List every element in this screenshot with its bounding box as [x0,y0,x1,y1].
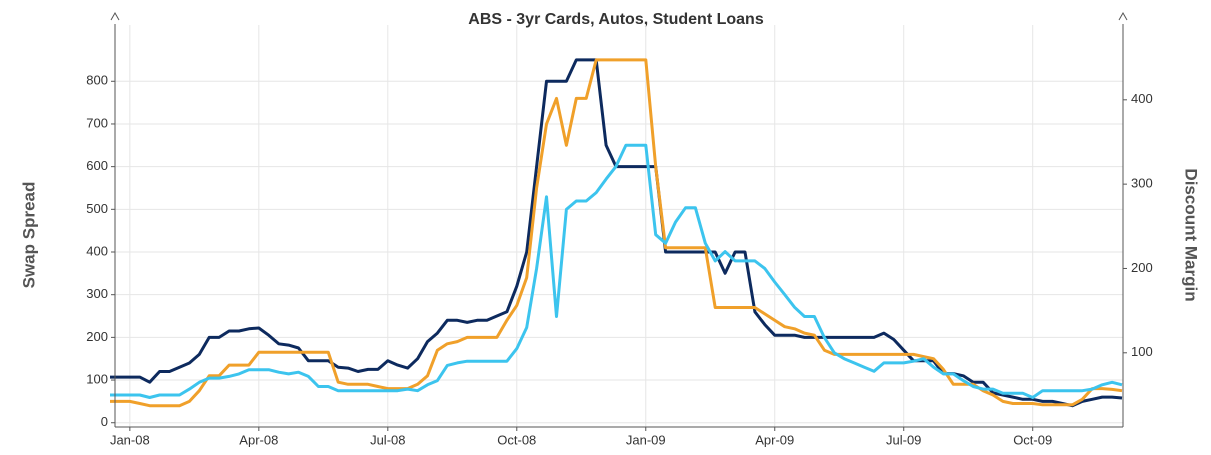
y-tick-label: 600 [86,158,108,173]
y-tick-label: 300 [86,286,108,301]
x-tick-label: Apr-09 [755,432,794,447]
y-tick-label: 500 [86,201,108,216]
chart-title: ABS - 3yr Cards, Autos, Student Loans [468,11,764,28]
y2-tick-label: 100 [1131,344,1153,359]
y2-tick-label: 400 [1131,91,1153,106]
plot-lines [110,58,1123,408]
y2-tick-label: 300 [1131,176,1153,191]
y-tick-label: 400 [86,243,108,258]
y2-axis-arrow [1118,11,1128,21]
x-tick-label: Oct-08 [497,432,536,447]
x-tick-label: Apr-08 [239,432,278,447]
y-tick-label: 700 [86,115,108,130]
x-tick-label: Jan-09 [626,432,666,447]
series-line [110,143,1123,399]
y-tick-label: 200 [86,329,108,344]
x-tick-label: Jan-08 [110,432,150,447]
y-tick-label: 0 [101,414,108,429]
y-tick-label: 800 [86,73,108,88]
series-line [110,58,1123,408]
axes: 0 100 200 300 400 500 600 700 800 100 200 300 400 Jan… [86,11,1153,447]
grid [115,25,1123,427]
x-tick-label: Jul-09 [886,432,921,447]
x-tick-label: Oct-09 [1013,432,1052,447]
x-tick-label: Jul-08 [370,432,405,447]
y-axis-title: Swap Spread [19,182,38,289]
y2-axis-title: Discount Margin [1182,168,1201,301]
y-tick-label: 100 [86,371,108,386]
y2-tick-label: 200 [1131,260,1153,275]
y-axis-arrow [110,11,120,21]
